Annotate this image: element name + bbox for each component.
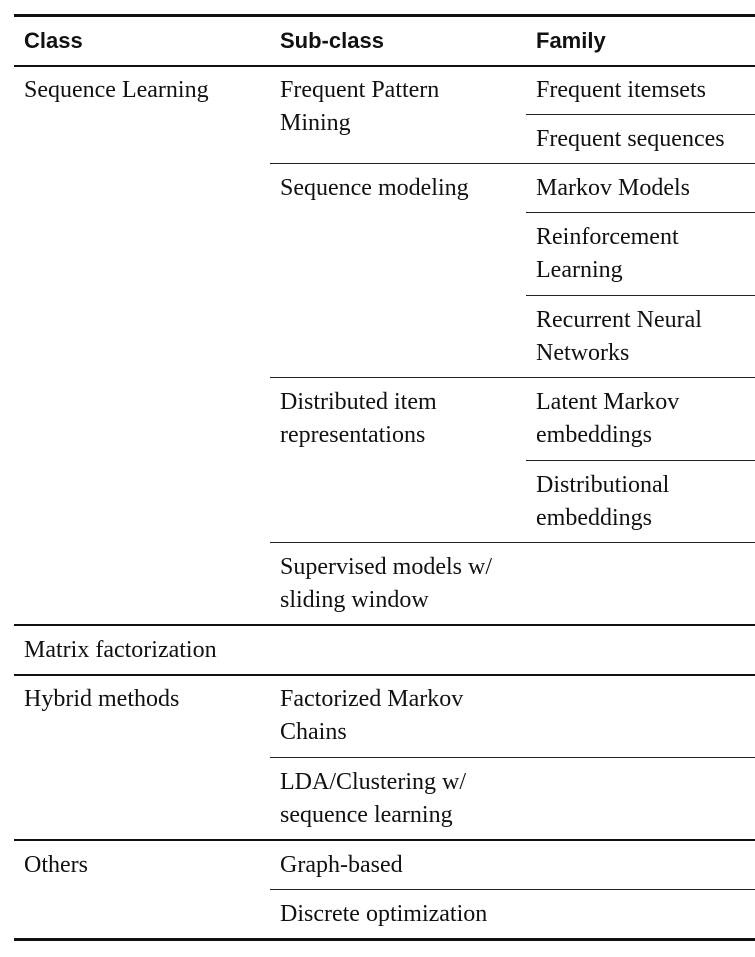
subclass-line: LDA/Clustering w/ <box>280 769 466 795</box>
row-divider <box>270 377 755 378</box>
subclass-frequent-pattern-mining: Frequent Pattern Mining <box>280 74 439 140</box>
family-line: Distributional <box>536 472 670 498</box>
subclass-line: Frequent Pattern <box>280 77 440 103</box>
subclass-line: Chains <box>280 719 347 745</box>
family-reinforcement-learning: Reinforcement Learning <box>536 221 679 287</box>
subclass-line: Mining <box>280 110 351 136</box>
row-divider <box>270 542 755 543</box>
class-others: Others <box>24 852 88 878</box>
bottom-rule <box>14 938 755 941</box>
family-frequent-sequences: Frequent sequences <box>536 126 725 152</box>
section-rule <box>14 839 755 841</box>
family-line: Latent Markov <box>536 389 680 415</box>
row-divider <box>526 212 755 213</box>
subclass-distributed-item-representations: Distributed item representations <box>280 386 437 452</box>
header-family: Family <box>536 28 606 53</box>
family-recurrent-neural-networks: Recurrent Neural Networks <box>536 304 702 370</box>
header-class: Class <box>24 28 83 53</box>
section-rule <box>14 674 755 676</box>
section-rule <box>14 624 755 626</box>
family-markov-models: Markov Models <box>536 175 690 201</box>
subclass-line: sliding window <box>280 587 429 613</box>
family-distributional-embeddings: Distributional embeddings <box>536 469 669 535</box>
subclass-graph-based: Graph-based <box>280 852 403 878</box>
subclass-supervised-models: Supervised models w/ sliding window <box>280 551 492 617</box>
family-line: Recurrent Neural <box>536 307 702 333</box>
subclass-line: sequence learning <box>280 802 453 828</box>
family-frequent-itemsets: Frequent itemsets <box>536 77 706 103</box>
row-divider <box>526 114 755 115</box>
row-divider <box>270 889 755 890</box>
class-hybrid-methods: Hybrid methods <box>24 686 180 712</box>
row-divider <box>270 757 755 758</box>
header-subclass: Sub-class <box>280 28 384 53</box>
subclass-sequence-modeling: Sequence modeling <box>280 175 469 201</box>
subclass-line: representations <box>280 422 426 448</box>
row-divider <box>526 460 755 461</box>
family-line: Networks <box>536 340 630 366</box>
top-rule <box>14 14 755 17</box>
class-sequence-learning: Sequence Learning <box>24 77 209 103</box>
subclass-line: Supervised models w/ <box>280 554 492 580</box>
family-line: Reinforcement <box>536 224 679 250</box>
subclass-line: Factorized Markov <box>280 686 464 712</box>
family-latent-markov-embeddings: Latent Markov embeddings <box>536 386 679 452</box>
subclass-factorized-markov-chains: Factorized Markov Chains <box>280 683 463 749</box>
header-rule <box>14 65 755 67</box>
subclass-discrete-optimization: Discrete optimization <box>280 901 488 927</box>
row-divider <box>270 163 755 164</box>
class-matrix-factorization: Matrix factorization <box>24 637 217 663</box>
family-line: embeddings <box>536 422 652 448</box>
subclass-lda-clustering: LDA/Clustering w/ sequence learning <box>280 766 466 832</box>
row-divider <box>526 295 755 296</box>
family-line: Learning <box>536 257 623 283</box>
subclass-line: Distributed item <box>280 389 437 415</box>
family-line: embeddings <box>536 505 652 531</box>
